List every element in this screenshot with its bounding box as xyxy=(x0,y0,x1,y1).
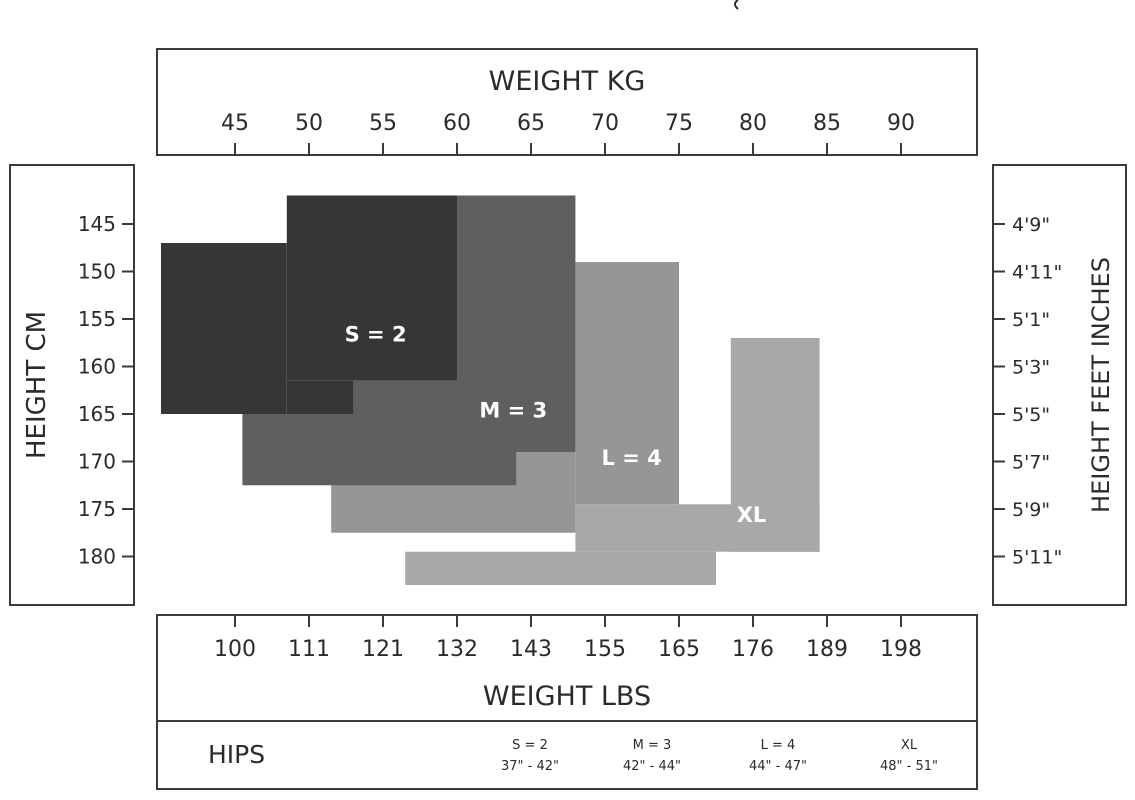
right-tick-label: 5'5" xyxy=(1012,404,1050,426)
bottom-tick-label: 111 xyxy=(288,637,330,662)
top-tick-label: 85 xyxy=(813,111,841,136)
left-tick-label: 145 xyxy=(78,212,116,236)
size-label-s-2: S = 2 xyxy=(345,322,407,346)
size-label-m-3: M = 3 xyxy=(479,398,547,422)
top-axis-title: WEIGHT KG xyxy=(489,66,646,97)
top-tick-label: 45 xyxy=(221,111,249,136)
top-tick-label: 75 xyxy=(665,111,693,136)
hips-size: S = 2 xyxy=(512,738,548,753)
size-label-l-4: L = 4 xyxy=(602,446,662,470)
right-tick-label: 4'11" xyxy=(1012,262,1062,284)
bottom-tick-label: 198 xyxy=(880,637,922,662)
right-tick-label: 4'9" xyxy=(1012,214,1050,236)
hips-range: 37" - 42" xyxy=(501,759,559,774)
bottom-tick-label: 155 xyxy=(584,637,626,662)
left-tick-label: 170 xyxy=(78,450,116,474)
top-tick-label: 70 xyxy=(591,111,619,136)
size-region-s-2-3 xyxy=(286,380,354,414)
size-regions xyxy=(161,195,820,585)
hips-size: XL xyxy=(901,738,918,753)
hips-label: HIPS xyxy=(208,740,265,769)
top-tick-label: 65 xyxy=(517,111,545,136)
top-tick-label: 80 xyxy=(739,111,767,136)
right-tick-label: 5'7" xyxy=(1012,452,1050,474)
bottom-tick-label: 165 xyxy=(658,637,700,662)
left-tick-label: 165 xyxy=(78,402,116,426)
top-tick-label: 60 xyxy=(443,111,471,136)
size-label-xl: XL xyxy=(737,503,767,527)
cropped-top-fragment xyxy=(734,0,739,10)
hips-entries: S = 2 37" - 42" M = 3 42" - 44" L = 4 44" - 4… xyxy=(501,738,938,774)
size-region-m-3-3 xyxy=(242,414,517,486)
right-tick-label: 5'11" xyxy=(1012,547,1062,569)
size-region-xl-3 xyxy=(405,551,716,585)
hips-range: 48" - 51" xyxy=(880,759,938,774)
right-tick-label: 5'1" xyxy=(1012,309,1050,331)
left-axis-ticks: 145 150 155 160 165 170 175 180 xyxy=(78,212,134,569)
top-tick-label: 50 xyxy=(295,111,323,136)
left-axis-frame xyxy=(9,164,135,606)
bottom-tick-label: 132 xyxy=(436,637,478,662)
bottom-axis-ticks: 100 111 121 132 143 155 165 176 189 198 xyxy=(214,615,922,662)
left-tick-label: 160 xyxy=(78,355,116,379)
left-tick-label: 155 xyxy=(78,307,116,331)
bottom-tick-label: 100 xyxy=(214,637,256,662)
size-labels: S = 2 M = 3 L = 4 XL xyxy=(345,322,767,527)
right-axis-frame xyxy=(992,164,1127,606)
bottom-axis-title: WEIGHT LBS xyxy=(483,681,651,712)
size-region-m-3-1 xyxy=(457,195,576,452)
left-axis-title: HEIGHT CM xyxy=(22,311,52,459)
top-axis-frame xyxy=(156,48,978,156)
left-tick-label: 180 xyxy=(78,545,116,569)
hips-size: L = 4 xyxy=(761,738,796,753)
top-tick-label: 90 xyxy=(887,111,915,136)
right-tick-label: 5'3" xyxy=(1012,357,1050,379)
right-axis-ticks: 4'9" 4'11" 5'1" 5'3" 5'5" 5'7" 5'9" 5'11" xyxy=(993,214,1062,569)
left-tick-label: 175 xyxy=(78,497,116,521)
bottom-tick-label: 143 xyxy=(510,637,552,662)
size-region-s-2-1 xyxy=(286,195,457,381)
top-axis-ticks: 45 50 55 60 65 70 75 80 85 90 xyxy=(221,111,915,155)
hips-size: M = 3 xyxy=(633,738,672,753)
size-region-l-4-1 xyxy=(575,262,679,505)
hips-frame xyxy=(156,720,978,790)
hips-range: 44" - 47" xyxy=(749,759,807,774)
size-region-xl-2 xyxy=(575,504,820,552)
right-tick-label: 5'9" xyxy=(1012,499,1050,521)
hips-range: 42" - 44" xyxy=(623,759,681,774)
bottom-tick-label: 176 xyxy=(732,637,774,662)
size-region-s-2-2 xyxy=(161,243,287,414)
bottom-tick-label: 121 xyxy=(362,637,404,662)
left-tick-label: 150 xyxy=(78,260,116,284)
right-axis-title: HEIGHT FEET INCHES xyxy=(1087,257,1115,513)
top-tick-label: 55 xyxy=(369,111,397,136)
bottom-tick-label: 189 xyxy=(806,637,848,662)
